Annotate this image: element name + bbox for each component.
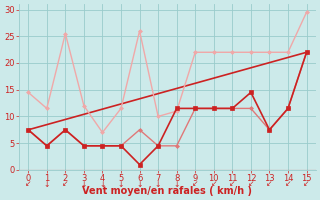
Text: ↓: ↓ [155, 180, 161, 189]
Text: ↓: ↓ [81, 180, 87, 189]
Text: ↙: ↙ [285, 180, 291, 189]
Text: ↓: ↓ [99, 180, 106, 189]
Text: ↓: ↓ [136, 180, 143, 189]
Text: ↓: ↓ [118, 180, 124, 189]
Text: ↓: ↓ [44, 180, 50, 189]
Text: ↙: ↙ [229, 180, 236, 189]
X-axis label: Vent moyen/en rafales ( km/h ): Vent moyen/en rafales ( km/h ) [82, 186, 252, 196]
Text: ↙: ↙ [248, 180, 254, 189]
Text: ↙: ↙ [211, 180, 217, 189]
Text: ↙: ↙ [303, 180, 310, 189]
Text: ↙: ↙ [266, 180, 273, 189]
Text: ↙: ↙ [192, 180, 198, 189]
Text: ↙: ↙ [62, 180, 68, 189]
Text: ↙: ↙ [25, 180, 31, 189]
Text: ↓: ↓ [173, 180, 180, 189]
